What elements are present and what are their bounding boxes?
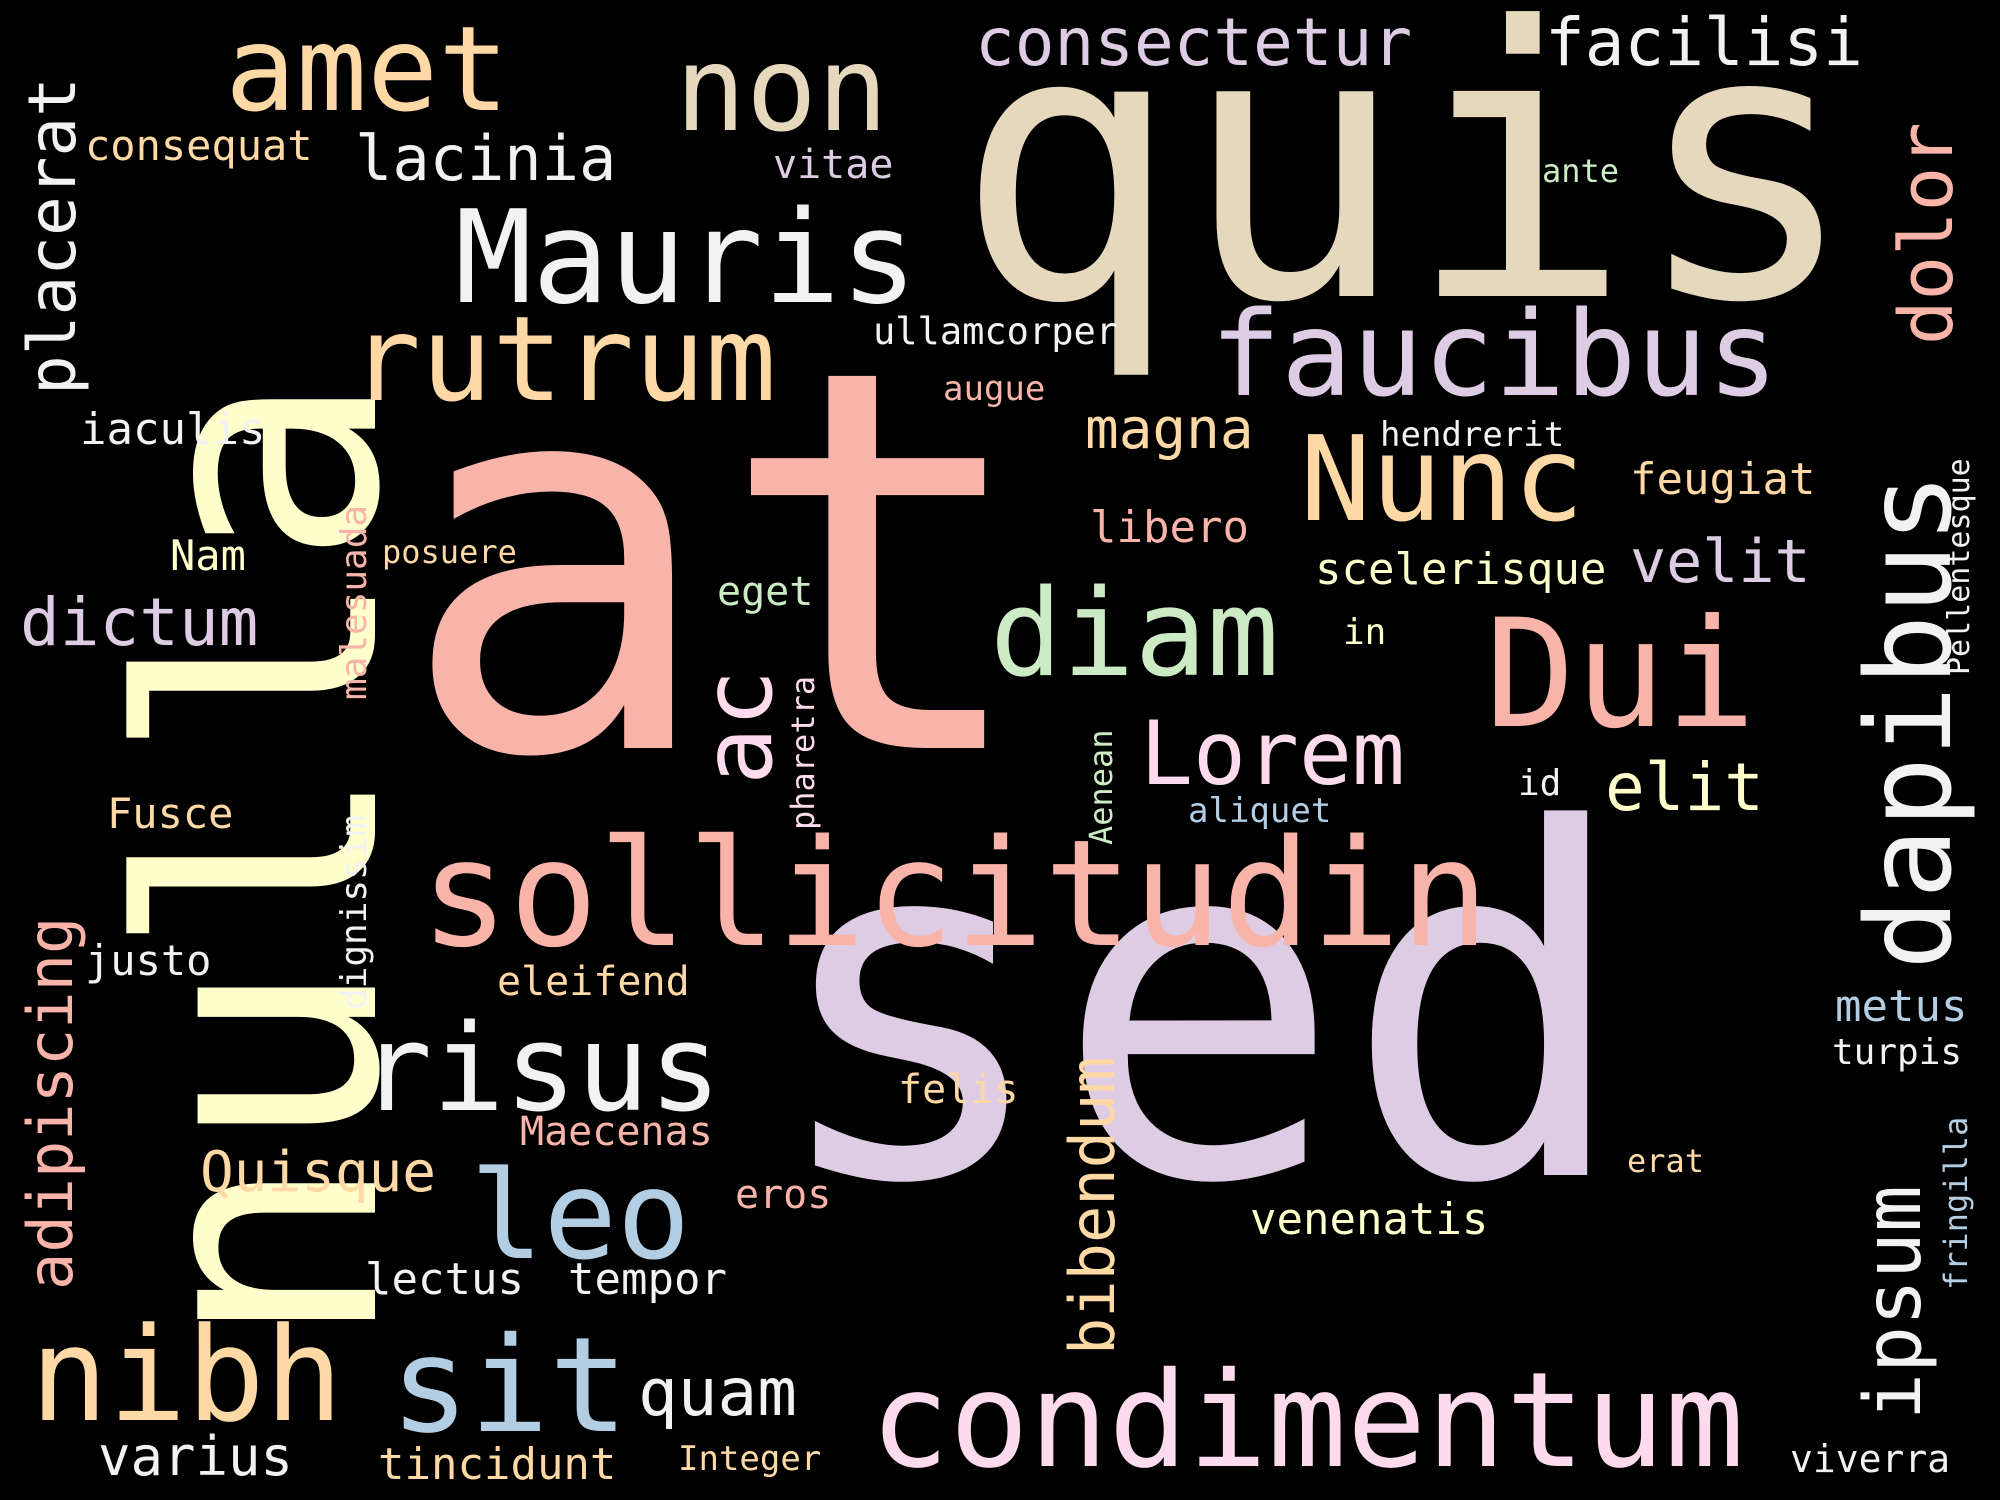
word-Nunc: Nunc <box>1300 410 1585 548</box>
word-Maecenas: Maecenas <box>520 1109 713 1155</box>
word-condimentum: condimentum <box>870 1344 1745 1498</box>
word-tempor: tempor <box>568 1254 727 1305</box>
word-aliquet: aliquet <box>1188 791 1332 831</box>
word-elit: elit <box>1605 749 1764 826</box>
word-Pellentesque: Pellentesque <box>1942 458 1977 675</box>
word-augue: augue <box>943 369 1046 409</box>
word-eget: eget <box>717 569 814 615</box>
word-risus: risus <box>360 1000 722 1139</box>
word-justo: justo <box>85 936 212 985</box>
word-diam: diam <box>990 565 1279 704</box>
word-quam: quam <box>638 1354 797 1431</box>
word-viverra: viverra <box>1790 1437 1951 1481</box>
word-tincidunt: tincidunt <box>378 1439 617 1490</box>
word-fringilla: fringilla <box>1937 1116 1975 1290</box>
word-placerat: placerat <box>14 77 91 395</box>
word-eros: eros <box>735 1172 832 1218</box>
word-sit: sit <box>390 1309 629 1463</box>
word-in: in <box>1343 612 1387 653</box>
word-pharetra: pharetra <box>784 675 822 830</box>
word-dignissim: dignissim <box>334 814 375 1010</box>
word-varius: varius <box>98 1425 294 1488</box>
word-faucibus: faucibus <box>1210 285 1779 423</box>
word-libero: libero <box>1090 502 1249 553</box>
word-sed: sed <box>765 730 1632 1289</box>
word-ante: ante <box>1542 152 1620 190</box>
word-Fusce: Fusce <box>107 789 234 838</box>
word-Lorem: Lorem <box>1140 702 1405 805</box>
word-bibendum: bibendum <box>1056 1056 1129 1355</box>
word-Integer: Integer <box>678 1439 822 1479</box>
word-rutrum: rutrum <box>350 290 777 428</box>
word-metus: metus <box>1835 981 1968 1032</box>
word-malesuada: malesuada <box>334 504 375 700</box>
word-leo: leo <box>470 1145 691 1287</box>
word-velit: velit <box>1630 527 1811 597</box>
word-nibh: nibh <box>30 1299 344 1451</box>
word-hendrerit: hendrerit <box>1380 415 1565 455</box>
word-Mauris: Mauris <box>455 184 918 333</box>
word-felis: felis <box>898 1067 1019 1113</box>
word-ac: ac <box>682 669 794 785</box>
word-posuere: posuere <box>382 533 517 571</box>
word-erat: erat <box>1627 1142 1705 1180</box>
word-magna: magna <box>1085 397 1254 462</box>
word-vitae: vitae <box>773 142 894 188</box>
word-sollicitudin: sollicitudin <box>420 808 1490 980</box>
word-Nam: Nam <box>170 531 246 580</box>
word-Aenean: Aenean <box>1082 729 1120 845</box>
word-non: non <box>675 20 889 158</box>
word-venenatis: venenatis <box>1250 1194 1489 1245</box>
word-turpis: turpis <box>1832 1032 1963 1073</box>
word-Quisque: Quisque <box>200 1140 437 1205</box>
word-ipsum: ipsum <box>1849 1185 1939 1420</box>
word-at: at <box>398 256 1037 873</box>
word-id: id <box>1518 763 1562 804</box>
word-iaculis: iaculis <box>80 404 266 455</box>
word-quis: quis <box>955 0 1859 385</box>
word-dolor: dolor <box>1884 122 1970 345</box>
word-consequat: consequat <box>85 121 313 170</box>
word-ullamcorper: ullamcorper <box>873 310 1119 353</box>
word-dictum: dictum <box>20 584 259 661</box>
word-facilisi: facilisi <box>1545 4 1863 81</box>
word-amet: amet <box>225 0 510 138</box>
word-lectus: lectus <box>365 1254 524 1305</box>
word-adipiscing: adipiscing <box>14 916 87 1290</box>
word-eleifend: eleifend <box>497 959 690 1005</box>
word-feugiat: feugiat <box>1630 454 1816 505</box>
word-lacinia: lacinia <box>355 122 617 195</box>
word-consectetur: consectetur <box>975 4 1413 81</box>
word-scelerisque: scelerisque <box>1315 544 1607 595</box>
word-Dui: Dui <box>1485 588 1756 762</box>
